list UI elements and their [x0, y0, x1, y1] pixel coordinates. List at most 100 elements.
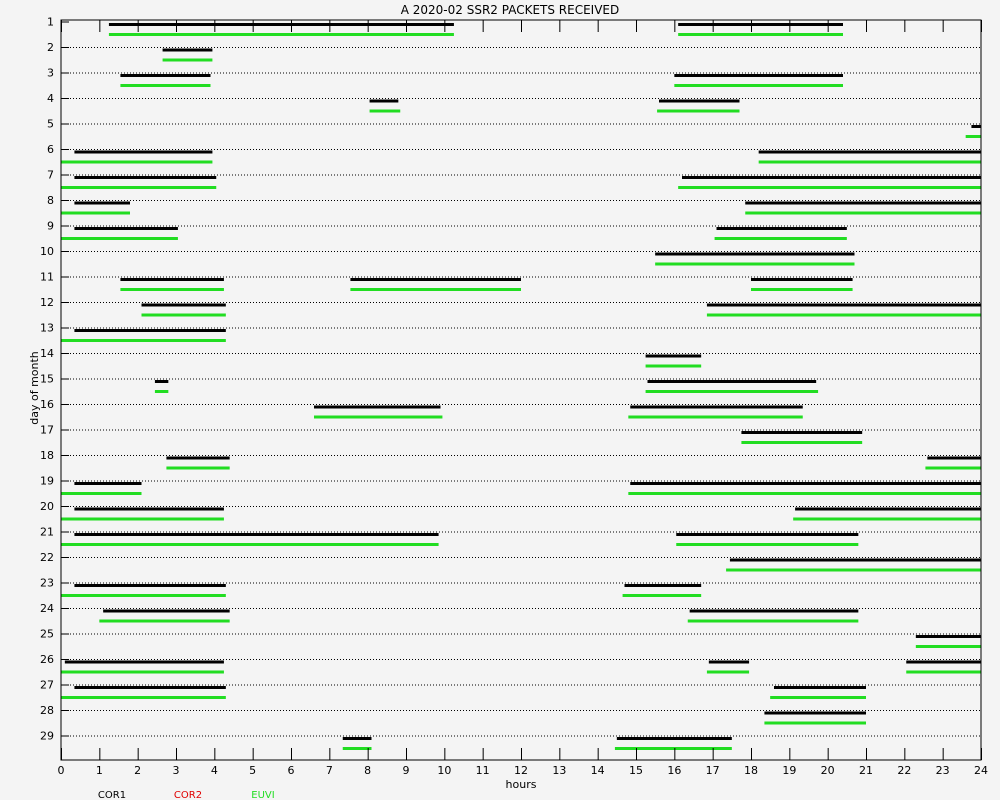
cor1-bar [74, 227, 178, 230]
day-label: 15 [40, 373, 54, 386]
cor1-bar [64, 660, 224, 664]
euvi-bar [120, 84, 211, 87]
cor1-bar [369, 99, 399, 103]
cor1-bar [120, 74, 211, 77]
x-tick-label: 13 [552, 764, 566, 777]
euvi-bar [61, 492, 142, 495]
euvi-bar [614, 747, 732, 750]
cor1-bar [795, 507, 981, 511]
day-label: 8 [47, 194, 54, 207]
cor1-bar [659, 99, 740, 103]
x-tick-label: 18 [744, 764, 758, 777]
cor1-bar [706, 303, 981, 307]
x-tick-label: 14 [591, 764, 605, 777]
x-tick-label: 6 [288, 764, 295, 777]
x-tick-label: 20 [821, 764, 835, 777]
day-label: 10 [40, 245, 54, 258]
grid-layer [61, 47, 981, 737]
cor1-bar [154, 380, 169, 383]
day-label: 20 [40, 500, 54, 513]
cor1-bar [141, 303, 226, 307]
cor1-bar [342, 737, 372, 740]
cor1-bar [708, 660, 750, 664]
euvi-bar [622, 594, 702, 597]
euvi-bar [108, 33, 454, 36]
cor1-bar [74, 329, 226, 332]
cor1-bar [630, 482, 981, 485]
euvi-bar [676, 543, 859, 546]
y-ticks: 1234567891011121314151617181920212223242… [40, 16, 69, 743]
day-label: 26 [40, 653, 54, 666]
euvi-bar [793, 517, 981, 521]
cor1-bar [927, 456, 981, 460]
cor1-bar [971, 125, 981, 128]
cor1-bar [74, 533, 439, 536]
euvi-bar [965, 135, 981, 138]
euvi-bar [314, 415, 443, 419]
euvi-bar [61, 543, 439, 546]
euvi-bar [751, 288, 853, 291]
euvi-bar [925, 466, 981, 470]
x-ticks: 0 1 2 3 4 5 6 7 8 9 10 11 12 13 14 15 16 17 18 19 20 21 22 23 24 [58, 20, 988, 777]
euvi-bar [61, 186, 217, 189]
euvi-bar [706, 313, 981, 317]
cor1-bar [120, 278, 224, 281]
x-tick-label: 5 [249, 764, 256, 777]
euvi-bar [61, 517, 224, 521]
day-label: 2 [47, 41, 54, 54]
x-tick-label: 15 [629, 764, 643, 777]
x-tick-label: 3 [173, 764, 180, 777]
cor1-bar [74, 201, 130, 205]
day-label: 3 [47, 67, 54, 80]
cor1-bar [751, 278, 853, 281]
cor1-bar [729, 558, 981, 562]
cor1-bar [616, 737, 732, 740]
euvi-bar [61, 594, 226, 597]
euvi-bar [714, 237, 847, 240]
x-tick-label: 7 [326, 764, 333, 777]
euvi-bar [741, 441, 863, 444]
day-label: 18 [40, 449, 54, 462]
y-axis-label: day of month [28, 351, 41, 425]
euvi-bar [99, 619, 230, 623]
x-tick-label: 21 [859, 764, 873, 777]
cor1-bar [103, 609, 230, 613]
euvi-bar [61, 160, 213, 164]
euvi-bar [645, 390, 819, 393]
day-label: 29 [40, 730, 54, 743]
euvi-bar [61, 696, 226, 699]
x-tick-label: 10 [437, 764, 451, 777]
day-label: 4 [47, 92, 54, 105]
euvi-bar [628, 492, 981, 495]
cor1-bar [674, 74, 843, 77]
day-label: 25 [40, 628, 54, 641]
euvi-bar [61, 237, 178, 240]
cor1-bar [74, 686, 226, 689]
legend-item: COR2 [174, 790, 202, 800]
day-label: 9 [47, 220, 54, 233]
x-tick-label: 2 [134, 764, 141, 777]
euvi-bar [154, 390, 169, 393]
cor1-bar [741, 431, 863, 434]
euvi-bar [162, 58, 213, 62]
euvi-bar [687, 619, 859, 623]
day-label: 1 [47, 16, 54, 29]
chart-title: A 2020-02 SSR2 PACKETS RECEIVED [401, 3, 620, 17]
euvi-bar [678, 33, 843, 36]
cor1-bar [716, 227, 847, 230]
legend: COR1 COR2 EUVI [98, 790, 275, 800]
x-tick-label: 11 [476, 764, 490, 777]
cor1-bar [74, 584, 226, 587]
day-label: 28 [40, 704, 54, 717]
cor1-bar [678, 23, 843, 26]
day-label: 6 [47, 143, 54, 156]
euvi-bar [120, 288, 224, 291]
euvi-bar [906, 670, 981, 674]
cor1-bar [774, 686, 866, 689]
euvi-bar [674, 84, 843, 87]
euvi-bar [764, 721, 866, 725]
euvi-bar [61, 339, 226, 342]
x-tick-label: 16 [667, 764, 681, 777]
cor1-bar [624, 584, 702, 587]
